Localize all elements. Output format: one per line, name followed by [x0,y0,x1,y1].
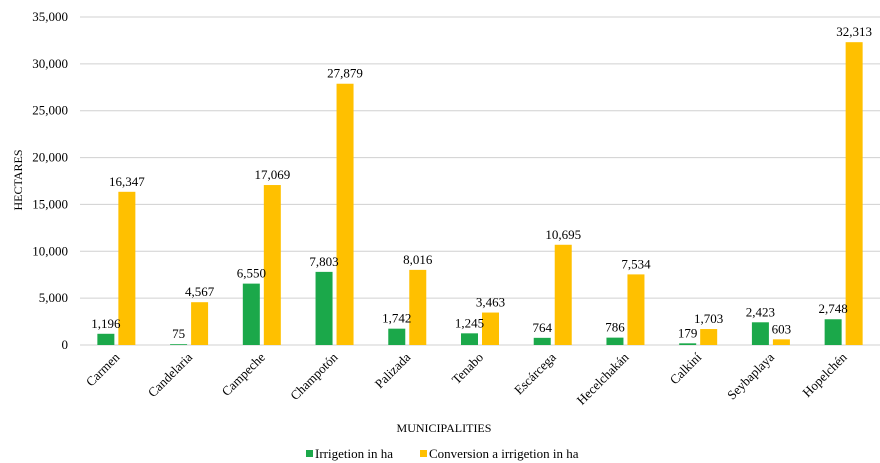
x-tick-label: Calkiní [667,349,705,387]
x-axis-ticks: Carmen Candelaria Campeche Champotón Palizad… [83,349,850,407]
data-label: 7,803 [309,254,338,269]
x-tick-label: Escárcega [511,349,559,397]
bar-conversion [845,42,863,345]
bar-conversion [482,312,499,345]
bar-irrigation [824,319,842,345]
x-tick-label: Champotón [287,349,341,403]
y-tick-label: 15,000 [32,196,68,211]
y-tick-label: 20,000 [32,150,68,165]
y-tick-label: 10,000 [32,243,68,258]
bar-conversion [700,329,718,345]
x-tick-label: Seybaplaya [724,349,777,402]
bar-irrigation [97,333,115,345]
bar-irrigation [533,337,551,345]
data-label: 7,534 [621,256,651,271]
bar-irrigation [242,283,260,345]
bar-irrigation [388,328,406,345]
bar-conversion [409,269,427,345]
x-tick-label: Carmen [83,349,123,389]
x-tick-label: Campeche [219,349,269,399]
bar-conversion [118,191,136,345]
x-tick-label: Palizada [372,349,414,391]
data-label: 603 [772,321,792,336]
bar-irrigation [679,343,697,345]
legend-label: Conversion a irrigetion in ha [429,446,579,461]
x-tick-label: Hopelchén [799,349,850,400]
bar-irrigation [170,344,188,345]
y-tick-label: 30,000 [32,56,68,71]
data-label: 16,347 [109,174,145,189]
bar-conversion [554,244,572,345]
x-tick-label: Candelaria [145,349,196,400]
bar-conversion [263,185,281,345]
y-axis-ticks: 0 5,000 10,000 15,000 20,000 25,000 30,000 35,0… [32,9,68,352]
bar-irrigation [461,333,478,345]
y-tick-label: 5,000 [39,290,68,305]
y-tick-label: 0 [62,337,69,352]
data-label: 1,245 [455,315,484,330]
data-label: 75 [172,326,185,341]
legend: Irrigetion in ha Conversion a irrigetion … [306,446,579,461]
x-tick-label: Tenabo [449,350,487,388]
y-tick-label: 35,000 [32,9,68,24]
x-tick-label: Hecelchakán [574,349,632,407]
y-tick-label: 25,000 [32,103,68,118]
bar-conversion [627,274,645,345]
data-label: 8,016 [403,252,433,267]
data-label: 10,695 [545,227,581,242]
data-label: 17,069 [254,167,290,182]
y-axis-title: HECTARES [11,149,25,210]
x-axis-title: MUNICIPALITIES [397,421,492,435]
data-labels: 1,196 16,347 75 4,567 6,550 17,069 7,803 27,879… [91,24,872,341]
bar-irrigation [606,337,624,345]
data-label: 179 [678,325,698,340]
gridlines [80,16,880,346]
legend-swatch [420,450,427,457]
data-label: 6,550 [237,266,266,281]
bar-conversion [336,83,354,345]
bar-conversion [772,339,790,345]
data-label: 4,567 [185,284,215,299]
legend-label: Irrigetion in ha [315,446,393,461]
bars [97,42,863,345]
bar-irrigation [751,322,769,345]
data-label: 2,423 [746,304,775,319]
data-label: 32,313 [836,24,872,39]
data-label: 786 [605,320,625,335]
bar-irrigation [315,271,333,345]
data-label: 764 [532,320,552,335]
data-label: 2,748 [819,301,848,316]
data-label: 27,879 [327,66,363,81]
bar-conversion [191,302,209,345]
data-label: 1,742 [382,311,411,326]
data-label: 1,703 [694,311,723,326]
data-label: 3,463 [476,295,505,310]
legend-swatch [306,450,313,457]
data-label: 1,196 [91,316,121,331]
